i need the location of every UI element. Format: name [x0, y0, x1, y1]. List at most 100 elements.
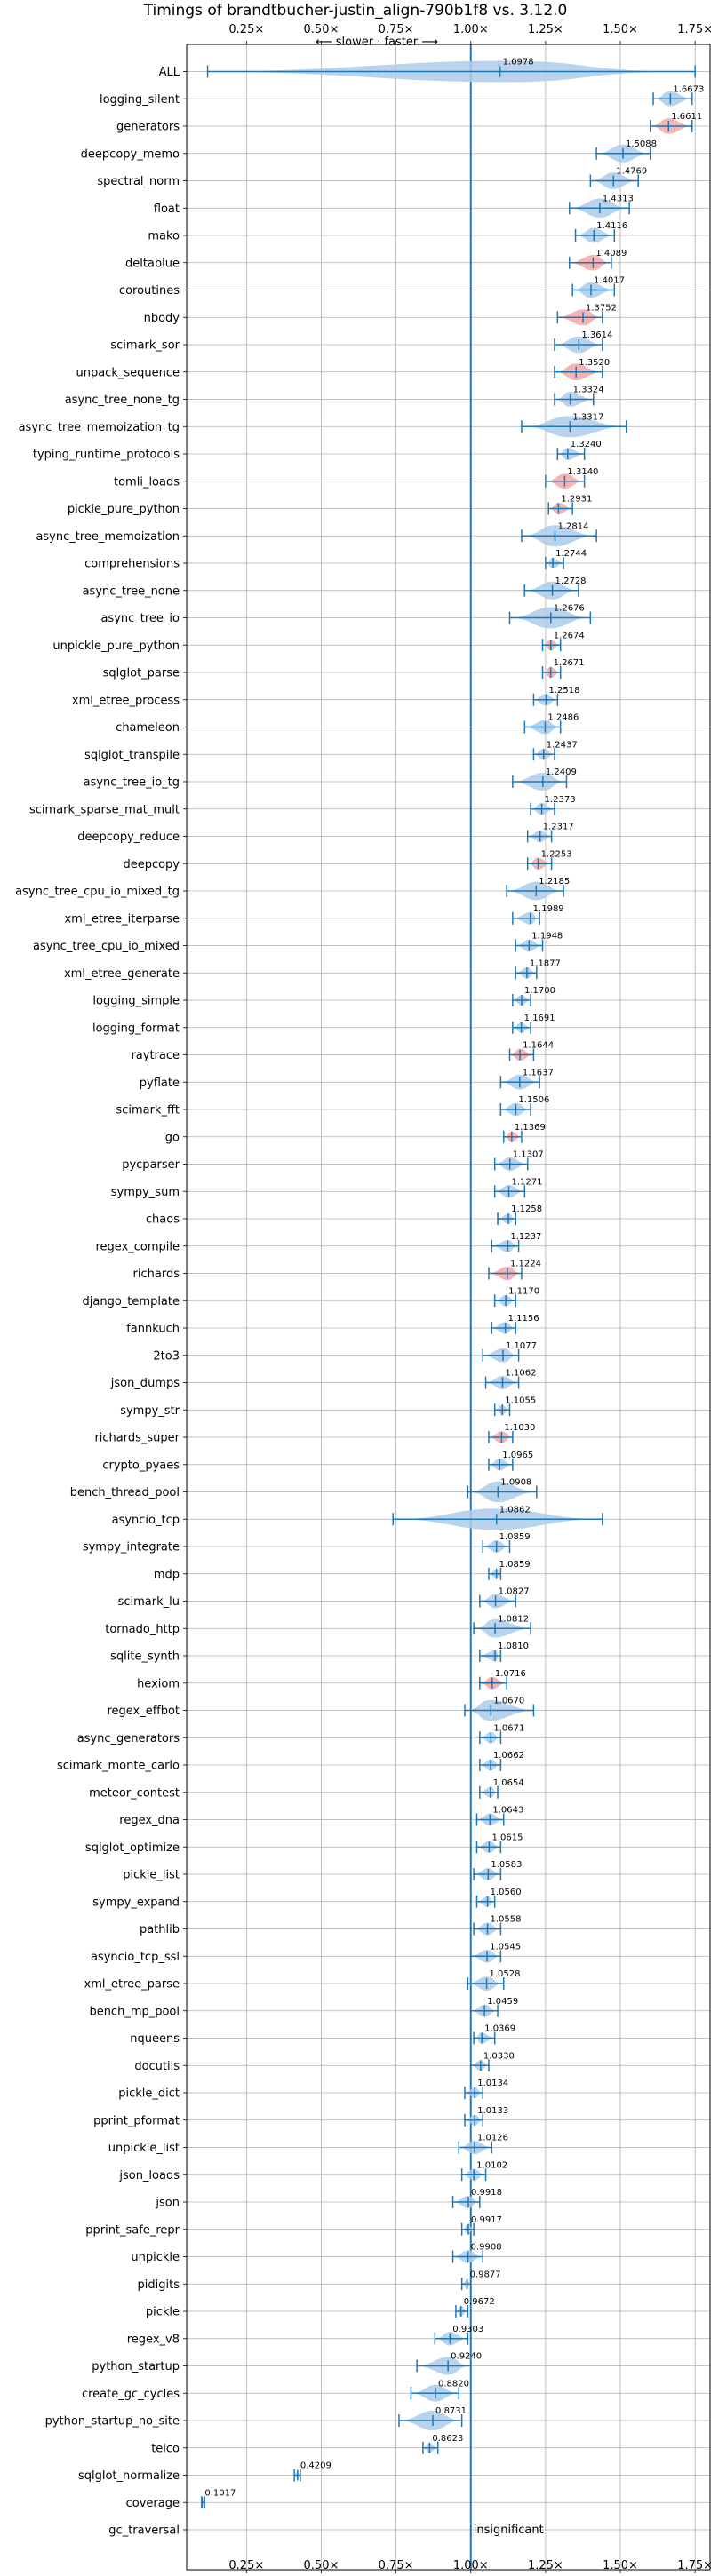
category-label: python_startup — [92, 2360, 180, 2373]
category-label: sympy_expand — [92, 1896, 180, 1909]
value-label: 1.6611 — [671, 112, 702, 122]
value-label: 1.2409 — [546, 767, 577, 777]
category-label: unpickle_list — [108, 2142, 180, 2155]
value-label: 1.0330 — [483, 2051, 515, 2061]
category-label: regex_v8 — [127, 2333, 180, 2346]
category-label: async_tree_cpu_io_mixed_tg — [15, 886, 180, 899]
value-label: 1.4089 — [595, 249, 627, 258]
category-label: asyncio_tcp — [112, 1514, 180, 1527]
value-label: 1.2671 — [554, 658, 585, 668]
value-label: 1.0369 — [484, 2024, 515, 2034]
value-label: 1.4017 — [594, 276, 625, 286]
category-label: pickle — [146, 2306, 180, 2319]
category-label: deltablue — [125, 257, 180, 270]
category-label: async_tree_io — [100, 612, 180, 625]
value-label: 1.5088 — [626, 139, 657, 149]
value-label: 1.0560 — [491, 1888, 522, 1897]
category-label: logging_format — [92, 1022, 180, 1035]
category-label: coroutines — [119, 284, 180, 298]
value-label: 1.2674 — [554, 631, 585, 640]
value-label: 1.0459 — [487, 1997, 518, 2007]
category-label: richards — [133, 1268, 180, 1281]
value-label: 1.1055 — [505, 1395, 536, 1405]
value-label: 1.2437 — [547, 740, 578, 750]
value-label: 1.3317 — [572, 412, 603, 422]
category-label: fannkuch — [126, 1323, 180, 1336]
value-label: 1.6673 — [673, 84, 704, 94]
value-label: 0.9240 — [451, 2352, 482, 2362]
value-label: 1.0615 — [491, 1833, 523, 1842]
category-label: scimark_sparse_mat_mult — [29, 803, 180, 816]
x-tick-label-top: 0.25× — [228, 23, 264, 36]
marks-layer — [201, 60, 696, 2509]
value-label: 1.0654 — [493, 1778, 524, 1788]
chart-subtitle: ⟵ slower · faster ⟶ — [316, 36, 438, 49]
value-label: 1.2486 — [547, 713, 579, 723]
value-label: 1.0134 — [477, 2079, 508, 2088]
category-label: bench_thread_pool — [70, 1486, 180, 1499]
category-label: raytrace — [131, 1049, 180, 1062]
category-label: xml_etree_generate — [64, 967, 180, 981]
category-label: asyncio_tcp_ssl — [91, 1951, 180, 1964]
value-label: 1.1369 — [515, 1123, 546, 1133]
value-label: 1.0102 — [476, 2160, 507, 2170]
value-label: 1.1077 — [506, 1341, 537, 1351]
value-label: 1.1224 — [510, 1260, 541, 1269]
category-label: richards_super — [94, 1432, 180, 1445]
value-label: 0.1017 — [204, 2488, 236, 2498]
category-label: unpack_sequence — [76, 366, 180, 379]
x-tick-label-bottom: 0.25× — [228, 2559, 264, 2572]
value-label: 1.0558 — [491, 1915, 522, 1925]
category-label: python_startup_no_site — [45, 2415, 180, 2429]
value-label: 1.0133 — [477, 2106, 508, 2116]
value-label: 1.1948 — [531, 932, 563, 942]
category-label: async_tree_io_tg — [84, 776, 180, 790]
value-label: 1.0643 — [492, 1806, 523, 1816]
category-label: tomli_loads — [114, 475, 180, 489]
category-label: json — [155, 2197, 180, 2210]
value-label: 1.1258 — [511, 1205, 542, 1214]
category-label: json_loads — [118, 2169, 180, 2182]
category-label: async_tree_none_tg — [65, 394, 180, 407]
category-label: ALL — [159, 66, 180, 79]
value-label: 0.9908 — [471, 2243, 502, 2253]
category-label: meteor_contest — [89, 1786, 180, 1800]
value-label: 1.4769 — [616, 167, 647, 177]
category-label: deepcopy_memo — [81, 147, 180, 161]
x-tick-label-bottom: 0.75× — [379, 2559, 414, 2572]
value-label: 1.1237 — [510, 1232, 541, 1242]
value-label: 0.9918 — [471, 2188, 502, 2198]
value-label: 1.0862 — [499, 1505, 531, 1515]
x-tick-label-bottom: 1.00× — [453, 2559, 489, 2572]
category-label: gc_traversal — [108, 2524, 180, 2538]
category-label: crypto_pyaes — [102, 1459, 180, 1472]
x-tick-label-bottom: 1.25× — [528, 2559, 563, 2572]
value-label: 0.9917 — [471, 2215, 502, 2225]
value-label: 1.0671 — [493, 1723, 524, 1733]
category-label: sympy_sum — [111, 1186, 180, 1199]
category-label: pidigits — [138, 2278, 180, 2292]
category-label: async_generators — [77, 1732, 180, 1745]
x-tick-label-bottom: 1.75× — [677, 2559, 711, 2572]
value-label: 0.9672 — [464, 2297, 495, 2307]
category-label: 2to3 — [153, 1349, 180, 1363]
value-label: 1.1700 — [524, 986, 555, 996]
value-label: 0.4209 — [300, 2461, 332, 2471]
x-tick-label-top: 1.75× — [677, 23, 711, 36]
value-label: 1.1030 — [504, 1423, 535, 1433]
category-label: hexiom — [137, 1677, 180, 1690]
category-label: scimark_fft — [116, 1104, 180, 1117]
x-tick-label-top: 0.75× — [379, 23, 414, 36]
category-label: comprehensions — [84, 558, 180, 571]
category-label: bench_mp_pool — [89, 2005, 180, 2018]
category-label: sqlglot_transpile — [84, 749, 180, 762]
category-label: telco — [151, 2442, 180, 2455]
value-label: 1.4116 — [596, 221, 627, 231]
category-label: scimark_monte_carlo — [57, 1760, 180, 1773]
plot-frame — [186, 44, 711, 2571]
category-label: deepcopy — [123, 858, 180, 871]
value-label: 1.1271 — [512, 1177, 543, 1187]
category-label: sqlglot_parse — [103, 667, 180, 680]
value-label: 1.1637 — [523, 1068, 554, 1077]
category-label: sqlglot_normalize — [78, 2469, 180, 2483]
